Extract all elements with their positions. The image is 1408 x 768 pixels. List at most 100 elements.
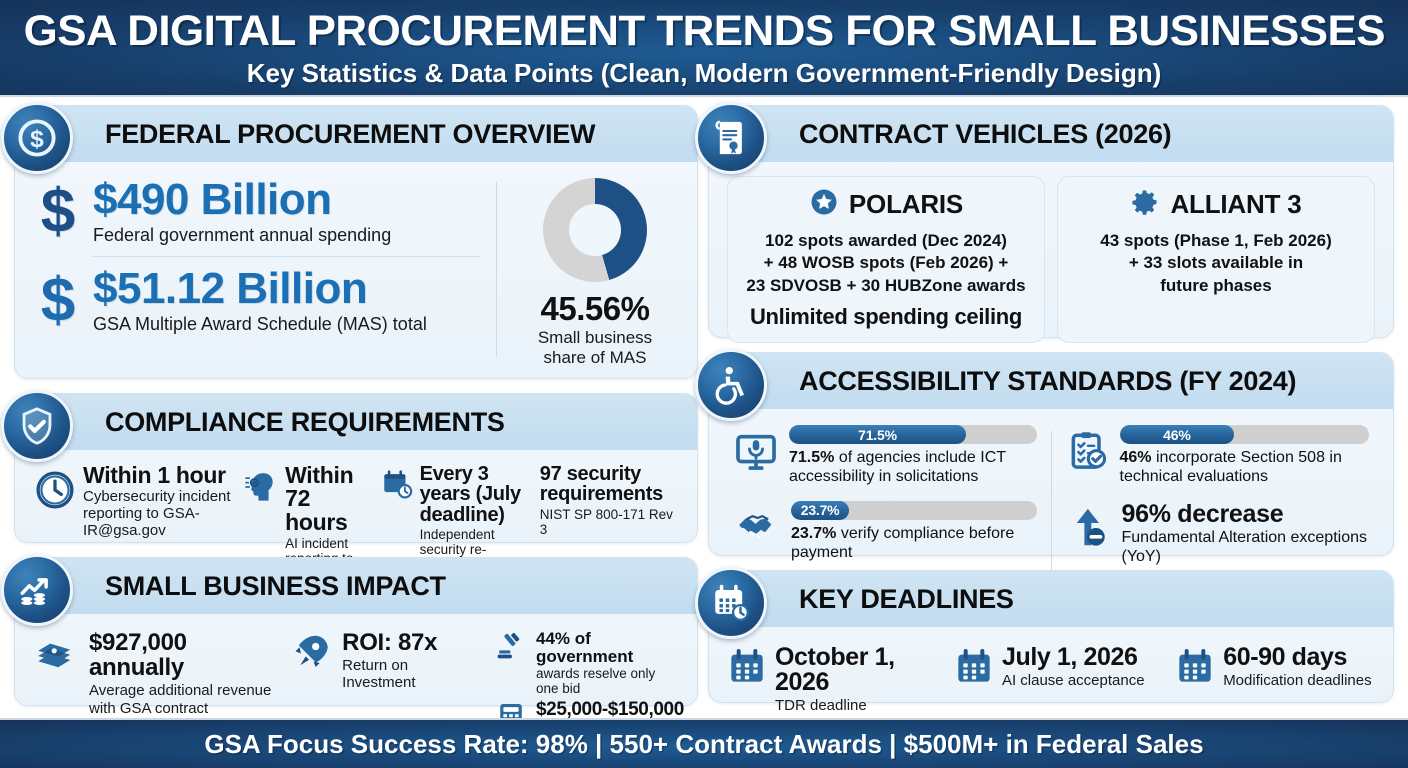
handshake-icon — [733, 501, 781, 552]
accessibility-big-stat: 96% decrease — [1121, 499, 1284, 528]
accessibility-text-rest: verify compliance before payment — [791, 524, 1015, 561]
deadline-head: October 1, 2026 — [775, 643, 895, 696]
dollar-sign-glyph: $ — [40, 177, 76, 247]
stat-value: $490 Billion — [93, 175, 332, 224]
panel-title: SMALL BUSINESS IMPACT — [105, 570, 446, 601]
star-badge-icon — [809, 187, 839, 222]
donut-percent-label: 45.56% — [540, 290, 650, 327]
impact-mini-sub: awards reselve only one bid — [536, 665, 656, 696]
stat-label: GSA Multiple Award Schedule (MAS) total — [93, 314, 427, 334]
deadline-item-modifications: 60-90 days Modification deadlines — [1175, 645, 1375, 692]
impact-mini-head: 44% of government — [536, 629, 679, 667]
progress-bar-fill: 23.7% — [791, 500, 850, 520]
progress-bar-verify: 23.7% — [791, 500, 1037, 520]
stat-label: Federal government annual spending — [93, 225, 392, 245]
impact-sub: Return on Investment — [342, 657, 416, 692]
panel-title: FEDERAL PROCUREMENT OVERVIEW — [105, 118, 596, 149]
deadline-item-tdr: October 1, 2026 TDR deadline — [727, 645, 944, 715]
header-band: GSA DIGITAL PROCUREMENT TRENDS FOR SMALL… — [0, 0, 1408, 97]
clipboard-check-icon — [1066, 425, 1110, 478]
impact-mini-head-rest: of government — [536, 629, 634, 667]
accessibility-text: 23.7% verify compliance before payment — [791, 525, 1037, 563]
accessibility-left-column: 71.5% 71.5% of agencies include ICT acce… — [727, 425, 1043, 581]
panel-contract-vehicles: CONTRACT VEHICLES (2026) POLARIS — [695, 102, 1394, 344]
panel-compliance-requirements: COMPLIANCE REQUIREMENTS Within 1 — [1, 390, 698, 582]
panel-header-impact: SMALL BUSINESS IMPACT — [15, 558, 697, 614]
page-subtitle: Key Statistics & Data Points (Clean, Mod… — [246, 57, 1162, 88]
progress-bar-ict: 71.5% — [789, 425, 1037, 444]
progress-bar-fill: 71.5% — [789, 425, 966, 444]
growth-coins-icon — [1, 554, 73, 626]
calendar-clock-icon — [380, 464, 414, 507]
vertical-divider — [1050, 431, 1052, 575]
deadline-sub: AI clause acceptance — [1001, 672, 1145, 689]
deadline-head: July 1, 2026 — [1001, 643, 1138, 671]
donut-chart-block: 45.56% Small business share of MAS — [509, 172, 681, 367]
vehicle-line-3: future phases — [1160, 275, 1272, 295]
panel-small-business-impact: SMALL BUSINESS IMPACT — [1, 554, 698, 754]
progress-bar-section508: 46% — [1119, 425, 1369, 444]
impact-sub: Average additional revenue with GSA cont… — [89, 682, 272, 717]
panel-body-compliance: Within 1 hour Cybersecurity incident rep… — [15, 450, 697, 598]
panel-header-vehicles: CONTRACT VEHICLES (2026) — [709, 106, 1393, 162]
gavel-icon — [494, 630, 528, 669]
impact-item-roi: ROI: 87x Return on Investment — [290, 630, 484, 692]
vehicle-line-1: 102 spots awarded (Dec 2024) — [765, 231, 1007, 250]
impact-mini-head-strong: 44% — [536, 629, 571, 648]
panel-header-compliance: COMPLIANCE REQUIREMENTS — [15, 394, 697, 450]
vehicle-detail-line: 43 spots (Phase 1, Feb 2026) — [1066, 230, 1366, 252]
impact-item-single-bid: 44% of government awards reselve only on… — [494, 629, 679, 696]
accessibility-text: 46% incorporate Section 508 in technical… — [1120, 449, 1370, 487]
donut-caption-line1: Small business — [537, 328, 653, 347]
donut-caption-line2: share of MAS — [543, 347, 647, 367]
progress-bar-label: 71.5% — [858, 426, 897, 443]
footer-summary: GSA Focus Success Rate: 98% | 550+ Contr… — [204, 728, 1204, 759]
panel-key-deadlines: KEY DEADLINES — [695, 567, 1394, 714]
vehicle-line-2: + 48 WOSB spots (Feb 2026) + — [763, 253, 1009, 273]
arrow-up-minus-icon — [1066, 501, 1112, 556]
divider — [93, 256, 480, 257]
accessibility-text: 71.5% of agencies include ICT accessibil… — [789, 449, 1037, 487]
vehicle-name: ALLIANT 3 — [1170, 189, 1302, 219]
calendar-icon — [727, 645, 767, 692]
footer-band: GSA Focus Success Rate: 98% | 550+ Contr… — [0, 718, 1408, 768]
accessibility-item-ict: 71.5% 71.5% of agencies include ICT acce… — [733, 425, 1037, 487]
panel-body-deadlines: October 1, 2026 TDR deadline — [709, 627, 1393, 735]
deadline-sub: Modification deadlines — [1223, 672, 1372, 689]
calendar-icon — [1175, 645, 1215, 692]
accessibility-text-strong: 71.5% — [789, 449, 835, 466]
vehicle-line-1: 43 spots (Phase 1, Feb 2026) — [1100, 231, 1332, 250]
page-title: GSA DIGITAL PROCUREMENT TRENDS FOR SMALL… — [23, 6, 1385, 55]
accessibility-big-sub: Fundamental Alteration exceptions (YoY) — [1121, 529, 1367, 565]
stat-row-annual-spending: $ $490 Billion Federal government annual… — [35, 178, 480, 246]
dollar-circle-icon: $ — [1, 102, 73, 174]
vehicle-name: POLARIS — [848, 189, 964, 219]
accessibility-text-strong: 23.7% — [791, 524, 837, 542]
stat-value: $51.12 Billion — [93, 264, 368, 313]
calendar-icon — [954, 645, 994, 692]
panel-title: CONTRACT VEHICLES (2026) — [799, 118, 1172, 149]
accessibility-item-fundamental-alteration: 96% decrease Fundamental Alteration exce… — [1066, 499, 1370, 567]
accessibility-text-rest: of agencies include ICT accessibility in… — [789, 449, 1006, 485]
vehicle-detail-line: future phases — [1066, 275, 1366, 297]
accessibility-item-section508: 46% 46% incorporate Section 508 in techn… — [1066, 425, 1370, 487]
impact-item-revenue: $927,000 annually Average additional rev… — [33, 630, 280, 717]
contract-scroll-icon — [695, 102, 767, 174]
money-stack-icon — [33, 630, 81, 683]
compliance-head: 97 security requirements — [539, 463, 663, 506]
rocket-icon — [290, 630, 334, 679]
panel-body-federal: $ $490 Billion Federal government annual… — [15, 162, 697, 381]
panel-body-accessibility: 71.5% 71.5% of agencies include ICT acce… — [709, 409, 1393, 601]
federal-stats: $ $490 Billion Federal government annual… — [31, 172, 488, 367]
calendar-clock-badge-icon — [695, 567, 767, 639]
vehicle-card-alliant3[interactable]: ALLIANT 3 43 spots (Phase 1, Feb 2026) +… — [1057, 176, 1375, 344]
accessibility-text-strong: 46% — [1119, 449, 1152, 466]
compliance-sub: NIST SP 800-171 Rev 3 — [539, 506, 673, 537]
vehicle-footer: Unlimited spending ceiling — [749, 304, 1023, 330]
panel-title: ACCESSIBILITY STANDARDS (FY 2024) — [799, 365, 1297, 396]
accessibility-item-verify: 23.7% 23.7% verify compliance before pay… — [733, 500, 1037, 563]
donut-caption: Small business share of MAS — [538, 328, 652, 367]
compliance-item-nist: 97 security requirements NIST SP 800-171… — [540, 464, 679, 537]
vehicle-card-polaris[interactable]: POLARIS 102 spots awarded (Dec 2024) + 4… — [727, 176, 1045, 344]
vertical-divider — [496, 182, 497, 358]
